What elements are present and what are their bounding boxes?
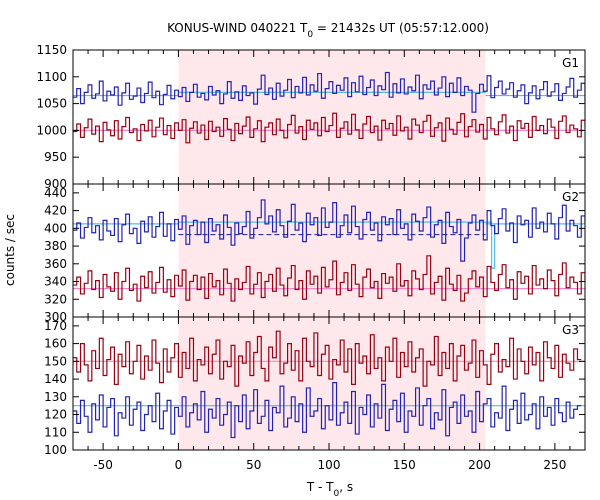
panel-label: G3 — [562, 323, 579, 337]
histogram-red — [73, 255, 585, 302]
y-tick-label: 900 — [44, 177, 67, 191]
plot-area — [73, 71, 585, 144]
y-tick-label: 140 — [44, 372, 67, 386]
y-tick-label: 130 — [44, 390, 67, 404]
panel-g3: 100 110 120 130 140 150 160 170 G3 — [44, 316, 586, 457]
y-tick-label: 1000 — [36, 123, 67, 137]
x-axis-title-rest: , s — [339, 480, 353, 494]
x-tick-label: 50 — [246, 458, 261, 472]
histogram-blue — [73, 382, 582, 439]
y-tick-label: 160 — [44, 337, 67, 351]
panel-g2: 300 320 340 360 380 400 420 440 G2 — [44, 183, 586, 324]
chart-title-main: KONUS-WIND 040221 T — [167, 21, 308, 35]
panel-g1: 900 950 1000 1050 1100 1150 G1 — [36, 43, 586, 191]
chart-title-subscript: 0 — [307, 30, 313, 40]
plot-area — [73, 199, 585, 302]
x-axis-title-main: T - T — [306, 480, 334, 494]
y-tick-label: 420 — [44, 204, 67, 218]
x-tick-label: 100 — [318, 458, 341, 472]
y-tick-label: 380 — [44, 239, 67, 253]
y-tick-label: 360 — [44, 257, 67, 271]
y-tick-label: 320 — [44, 292, 67, 306]
y-tick-label: 100 — [44, 443, 67, 457]
histogram-red — [73, 112, 585, 144]
chart-title: KONUS-WIND 040221 T0 = 21432s UT (05:57:… — [167, 21, 489, 40]
x-axis-title: T - T0, s — [306, 480, 353, 499]
y-tick-label: 1050 — [36, 97, 67, 111]
panel-label: G1 — [562, 56, 579, 70]
highlight-interval — [178, 317, 486, 450]
y-tick-label: 440 — [44, 186, 67, 200]
histogram-blue — [73, 71, 585, 113]
histogram-blue — [73, 199, 585, 262]
y-tick-label: 150 — [44, 354, 67, 368]
y-tick-label: 120 — [44, 408, 67, 422]
x-tick-label: 150 — [393, 458, 416, 472]
panel-label: G2 — [562, 190, 579, 204]
y-tick-label: 1100 — [36, 70, 67, 84]
y-axis-title: counts / sec — [3, 214, 17, 286]
x-tick-label: 0 — [175, 458, 183, 472]
highlight-interval — [178, 184, 486, 317]
chart-title-rest: = 21432s UT (05:57:12.000) — [313, 21, 489, 35]
y-tick-label: 170 — [44, 319, 67, 333]
fit-notch — [485, 221, 496, 269]
y-tick-label: 950 — [44, 150, 67, 164]
x-tick-label: 250 — [543, 458, 566, 472]
y-tick-label: 1150 — [36, 43, 67, 57]
x-tick-label: 200 — [468, 458, 491, 472]
y-tick-label: 400 — [44, 221, 67, 235]
panels-layer: 9009501000105011001150G13003203403603804… — [36, 43, 586, 472]
highlight-interval — [178, 50, 486, 184]
y-tick-label: 340 — [44, 275, 67, 289]
plot-area — [73, 330, 585, 439]
x-tick-label: -50 — [93, 458, 113, 472]
y-tick-label: 300 — [44, 310, 67, 324]
x-axis-title-subscript: 0 — [334, 489, 340, 499]
y-tick-label: 110 — [44, 425, 67, 439]
histogram-red — [73, 330, 582, 387]
